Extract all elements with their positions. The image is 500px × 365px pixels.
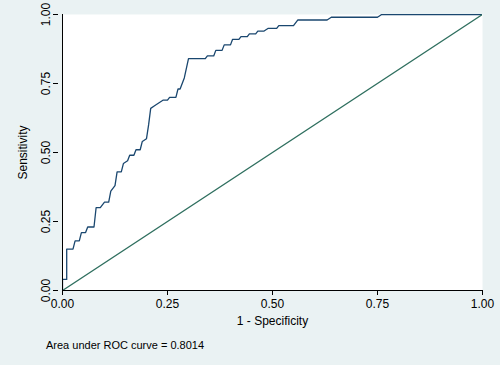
svg-text:0.50: 0.50 xyxy=(39,140,53,164)
svg-text:0.75: 0.75 xyxy=(366,297,390,311)
svg-text:0.00: 0.00 xyxy=(39,278,53,302)
svg-text:0.50: 0.50 xyxy=(261,297,285,311)
svg-text:1 - Specificity: 1 - Specificity xyxy=(237,314,308,328)
svg-text:0.25: 0.25 xyxy=(39,209,53,233)
svg-text:0.00: 0.00 xyxy=(51,297,75,311)
svg-text:1.00: 1.00 xyxy=(39,2,53,26)
svg-text:1.00: 1.00 xyxy=(471,297,495,311)
svg-text:0.25: 0.25 xyxy=(156,297,180,311)
svg-text:Sensitivity: Sensitivity xyxy=(16,125,30,179)
html-text:Area under ROC curve = 0.8014: Area under ROC curve = 0.8014 xyxy=(46,339,205,351)
svg-text:0.75: 0.75 xyxy=(39,71,53,95)
